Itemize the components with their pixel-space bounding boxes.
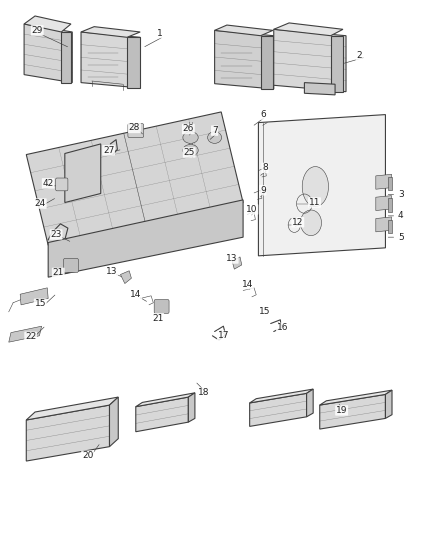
Text: 7: 7 <box>212 126 218 135</box>
Polygon shape <box>215 30 274 89</box>
Polygon shape <box>24 24 72 83</box>
FancyBboxPatch shape <box>64 259 78 272</box>
Polygon shape <box>307 389 313 417</box>
Polygon shape <box>110 397 118 447</box>
Text: 15: 15 <box>259 308 271 316</box>
Polygon shape <box>26 397 118 420</box>
Polygon shape <box>20 288 48 305</box>
Text: 13: 13 <box>106 268 117 276</box>
Polygon shape <box>120 271 131 284</box>
Polygon shape <box>258 115 385 256</box>
Polygon shape <box>274 23 343 36</box>
FancyBboxPatch shape <box>154 300 169 313</box>
Polygon shape <box>388 177 392 190</box>
Polygon shape <box>250 393 307 426</box>
Polygon shape <box>250 389 313 403</box>
Polygon shape <box>188 393 195 422</box>
Polygon shape <box>61 32 71 83</box>
Text: 9: 9 <box>260 186 266 195</box>
Polygon shape <box>136 397 188 432</box>
Text: 24: 24 <box>35 199 46 208</box>
Polygon shape <box>261 36 273 89</box>
Text: 21: 21 <box>53 269 64 277</box>
Text: 3: 3 <box>398 190 404 199</box>
Text: 17: 17 <box>218 332 229 340</box>
Polygon shape <box>9 326 42 342</box>
Polygon shape <box>320 394 385 429</box>
Polygon shape <box>81 27 140 37</box>
Polygon shape <box>376 174 392 189</box>
Text: 6: 6 <box>260 110 266 119</box>
Text: 16: 16 <box>277 324 288 332</box>
Text: 11: 11 <box>309 198 320 207</box>
Text: 4: 4 <box>398 212 403 220</box>
Polygon shape <box>24 16 71 32</box>
Text: 27: 27 <box>103 146 114 155</box>
Polygon shape <box>127 37 140 88</box>
Text: 14: 14 <box>242 280 253 288</box>
Polygon shape <box>385 390 392 418</box>
Text: 2: 2 <box>357 52 362 60</box>
Polygon shape <box>388 220 392 233</box>
Ellipse shape <box>208 132 222 143</box>
Text: 5: 5 <box>398 233 404 241</box>
Text: 23: 23 <box>50 230 62 239</box>
Text: 14: 14 <box>130 290 141 299</box>
Ellipse shape <box>300 210 321 236</box>
Text: 19: 19 <box>336 406 347 415</box>
Polygon shape <box>81 32 140 88</box>
Polygon shape <box>26 405 110 461</box>
Ellipse shape <box>183 132 198 143</box>
Text: 13: 13 <box>226 254 238 263</box>
Text: 10: 10 <box>246 205 258 214</box>
Polygon shape <box>26 112 243 245</box>
Polygon shape <box>388 198 392 212</box>
Polygon shape <box>65 144 101 203</box>
Text: 15: 15 <box>35 300 46 308</box>
Text: 29: 29 <box>32 26 43 35</box>
Polygon shape <box>136 393 195 407</box>
Polygon shape <box>304 83 335 95</box>
Text: 22: 22 <box>25 333 36 341</box>
Text: 26: 26 <box>183 125 194 133</box>
Text: 12: 12 <box>292 218 304 227</box>
Polygon shape <box>320 390 392 405</box>
Polygon shape <box>331 36 343 92</box>
Polygon shape <box>376 196 392 211</box>
Text: 18: 18 <box>198 389 209 397</box>
Text: 21: 21 <box>152 314 163 322</box>
Text: 8: 8 <box>262 164 268 172</box>
Text: 25: 25 <box>184 148 195 157</box>
Text: 28: 28 <box>129 124 140 132</box>
Polygon shape <box>274 29 346 92</box>
Text: 1: 1 <box>157 29 163 37</box>
Polygon shape <box>215 25 273 36</box>
FancyBboxPatch shape <box>56 178 68 191</box>
Text: 20: 20 <box>82 451 93 460</box>
Text: 42: 42 <box>42 179 54 188</box>
Polygon shape <box>376 217 392 232</box>
Polygon shape <box>232 257 242 269</box>
Polygon shape <box>48 200 243 277</box>
FancyBboxPatch shape <box>128 124 144 138</box>
Ellipse shape <box>302 166 328 207</box>
Ellipse shape <box>183 144 198 156</box>
